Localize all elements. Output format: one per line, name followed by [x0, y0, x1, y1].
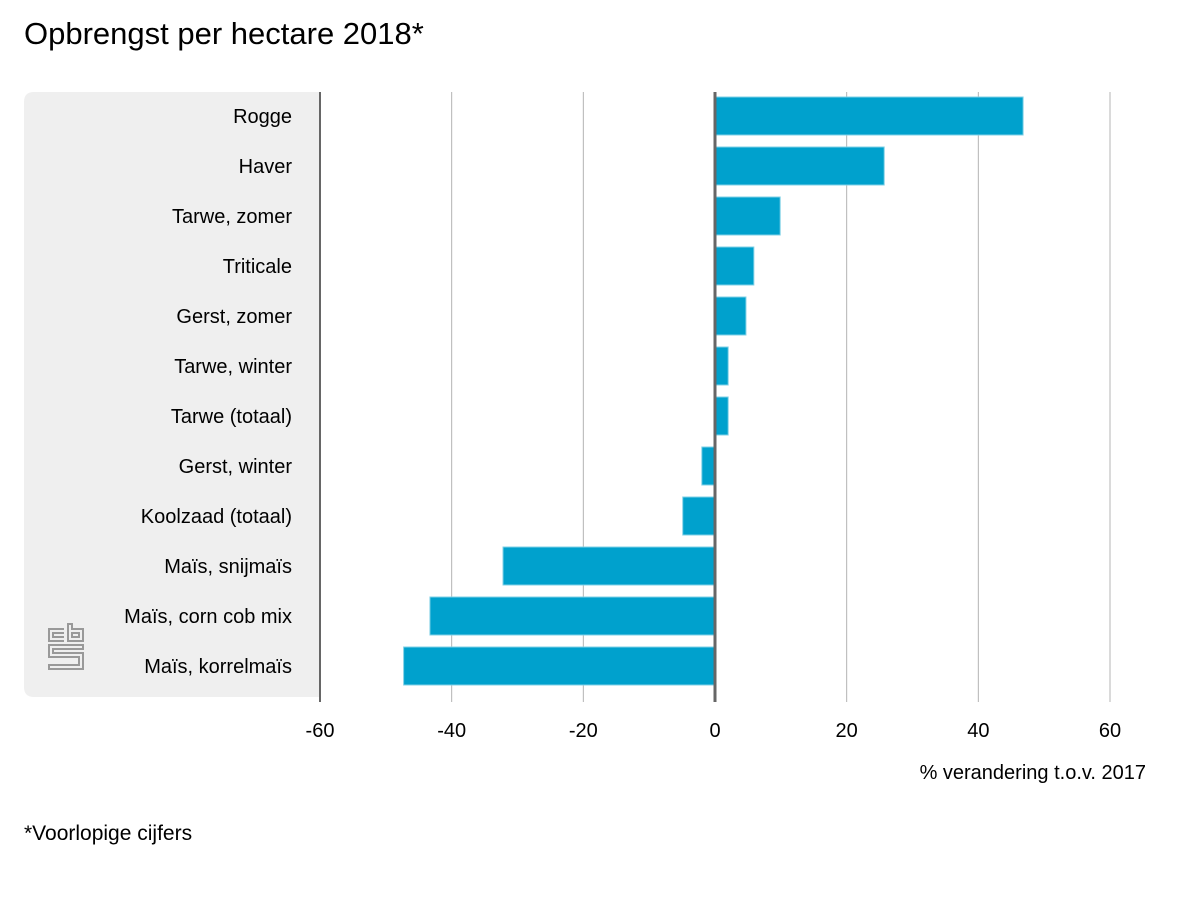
category-label: Maïs, snijmaïs: [164, 556, 292, 578]
bar: [714, 346, 729, 386]
bar: [701, 446, 716, 486]
bar: [714, 296, 747, 336]
bar: [714, 196, 781, 236]
bar: [682, 496, 716, 536]
category-label: Maïs, korrelmaïs: [144, 656, 292, 678]
cbs-logo-icon: [48, 623, 84, 670]
category-label: Rogge: [233, 106, 292, 128]
category-panel: [24, 92, 320, 697]
category-label: Tarwe (totaal): [171, 406, 292, 428]
tick-label: -60: [306, 720, 335, 742]
category-label: Gerst, winter: [179, 456, 293, 478]
bar: [403, 646, 716, 686]
bar: [714, 396, 729, 436]
tick-labels: -60 -40 -20 0 20 40 60: [306, 720, 1122, 742]
bar: [714, 96, 1024, 136]
x-axis-title: % verandering t.o.v. 2017: [920, 762, 1146, 784]
tick-label: 40: [967, 720, 989, 742]
category-label: Haver: [239, 156, 293, 178]
category-label: Maïs, corn cob mix: [124, 606, 292, 628]
footnote: *Voorlopige cijfers: [24, 822, 193, 845]
chart-title: Opbrengst per hectare 2018*: [24, 16, 424, 51]
tick-label: 0: [709, 720, 720, 742]
bar: [714, 146, 885, 186]
bar: [714, 246, 755, 286]
category-label: Triticale: [223, 256, 292, 278]
bars: [403, 96, 1024, 686]
category-label: Gerst, zomer: [176, 306, 292, 328]
tick-label: -40: [437, 720, 466, 742]
tick-label: -20: [569, 720, 598, 742]
category-label: Tarwe, zomer: [172, 206, 292, 228]
tick-label: 20: [836, 720, 858, 742]
category-label: Tarwe, winter: [174, 356, 292, 378]
bar: [502, 546, 716, 586]
bar: [429, 596, 716, 636]
tick-label: 60: [1099, 720, 1121, 742]
category-labels: Rogge Haver Tarwe, zomer Triticale Gerst, zo…: [124, 106, 292, 678]
category-label: Koolzaad (totaal): [141, 506, 292, 528]
